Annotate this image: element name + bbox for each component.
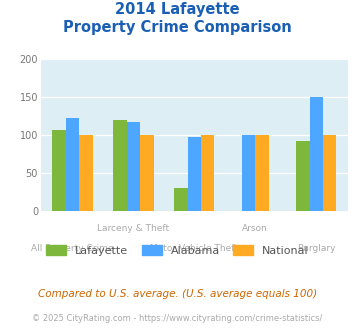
Text: © 2025 CityRating.com - https://www.cityrating.com/crime-statistics/: © 2025 CityRating.com - https://www.city…: [32, 314, 323, 323]
Text: Compared to U.S. average. (U.S. average equals 100): Compared to U.S. average. (U.S. average …: [38, 289, 317, 299]
Text: Property Crime Comparison: Property Crime Comparison: [63, 20, 292, 35]
Bar: [201, 135, 214, 211]
Legend: Lafayette, Alabama, National: Lafayette, Alabama, National: [42, 241, 313, 260]
Text: All Property Crime: All Property Crime: [31, 244, 114, 253]
Text: 2014 Lafayette: 2014 Lafayette: [115, 2, 240, 16]
Bar: [53, 130, 66, 211]
Bar: [140, 135, 154, 211]
Bar: [79, 135, 93, 211]
Text: Burglary: Burglary: [297, 244, 335, 253]
Text: Arson: Arson: [242, 224, 268, 233]
Bar: [113, 120, 127, 211]
Bar: [323, 135, 336, 211]
Text: Motor Vehicle Theft: Motor Vehicle Theft: [151, 244, 238, 253]
Bar: [242, 135, 255, 211]
Bar: [296, 141, 310, 211]
Bar: [174, 188, 188, 211]
Text: Larceny & Theft: Larceny & Theft: [97, 224, 169, 233]
Bar: [127, 122, 140, 211]
Bar: [66, 118, 79, 211]
Bar: [310, 97, 323, 211]
Bar: [188, 137, 201, 211]
Bar: [255, 135, 269, 211]
